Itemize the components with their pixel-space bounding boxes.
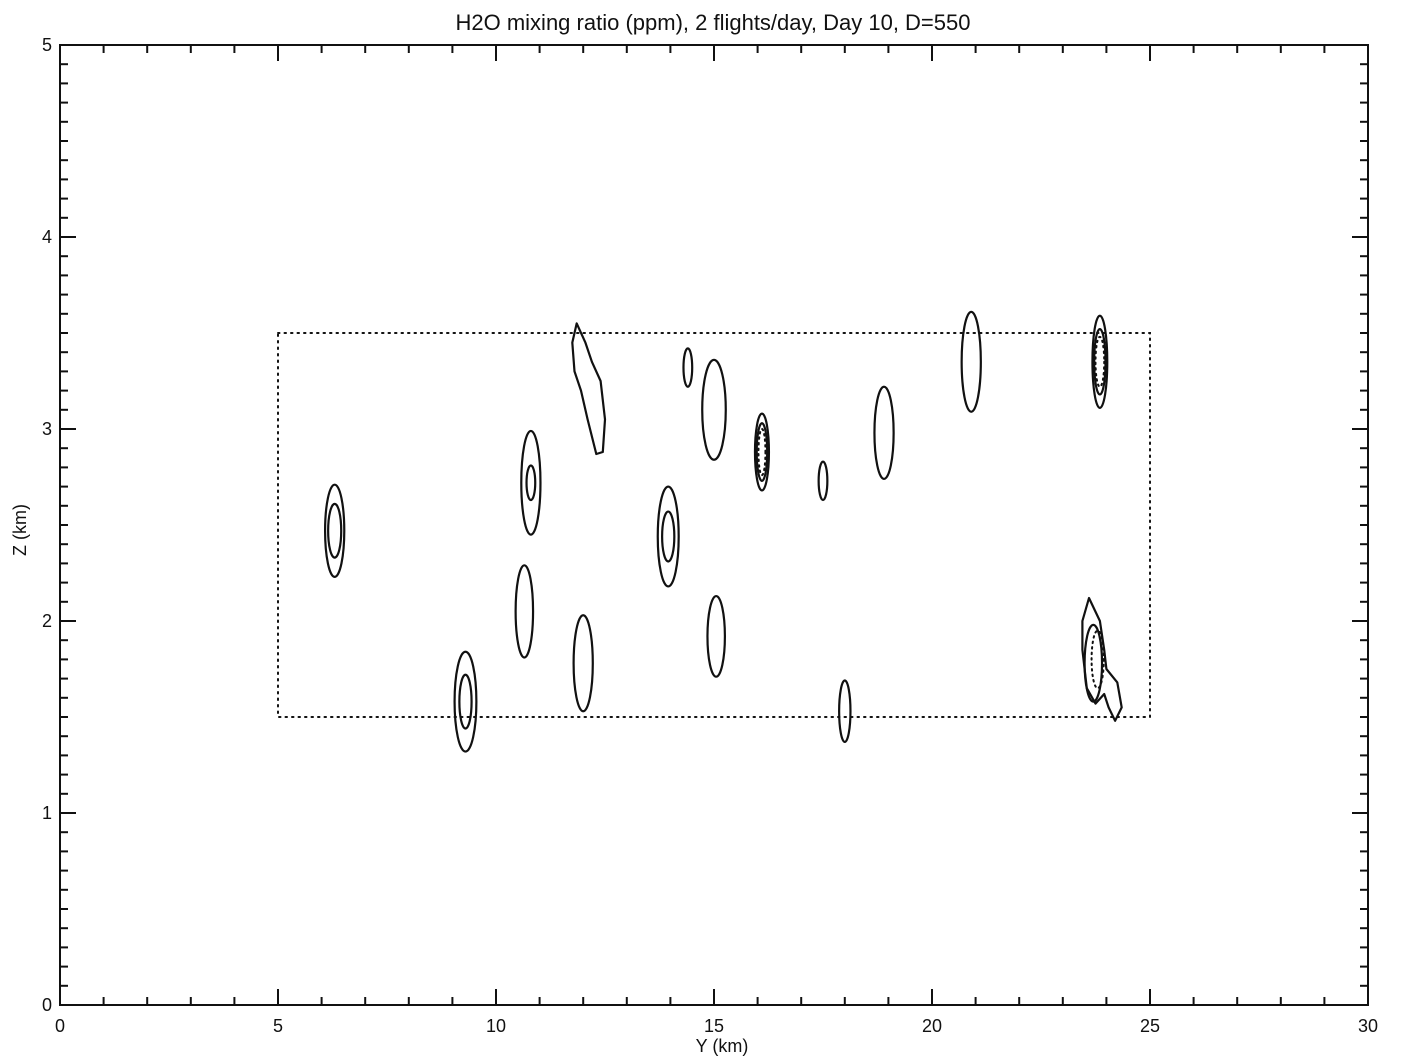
x-axis-label: Y (km) [696,1036,749,1056]
contour-line [571,322,607,456]
y-tick-label: 0 [42,995,52,1015]
contour-dotted-core [1090,629,1105,690]
x-tick-label: 5 [273,1016,283,1036]
contour-line [838,679,852,744]
contour-group [701,358,727,461]
x-tick-label: 25 [1140,1016,1160,1036]
contour-group [1081,596,1123,722]
contour-line [682,347,694,388]
y-tick-label: 3 [42,419,52,439]
contour-lines [323,310,1123,753]
contour-line [706,594,727,678]
y-tick-label: 1 [42,803,52,823]
contour-line [1081,596,1123,722]
contour-line [514,564,535,659]
contour-line [323,483,346,578]
x-tick-label: 30 [1358,1016,1378,1036]
y-tick-label: 5 [42,35,52,55]
contour-group [514,564,535,659]
y-tick-label: 4 [42,227,52,247]
axis-ticks [59,44,1369,1006]
contour-group [838,679,852,744]
chart-title: H2O mixing ratio (ppm), 2 flights/day, D… [456,10,971,35]
contour-group [453,650,478,753]
contour-group [706,594,727,678]
contour-line [960,310,982,413]
x-tick-label: 20 [922,1016,942,1036]
contour-group [873,385,895,481]
x-tick-label: 15 [704,1016,724,1036]
contour-group [817,460,829,502]
contour-line [753,412,771,492]
contour-line [817,460,829,502]
contour-line [755,422,769,482]
contour-group [572,614,594,713]
contour-line [453,650,478,753]
x-tick-label: 0 [55,1016,65,1036]
contour-group [656,485,680,588]
x-tick-label: 10 [486,1016,506,1036]
contour-line [327,502,343,559]
y-tick-label: 2 [42,611,52,631]
contour-line [656,485,680,588]
contour-group [682,347,694,388]
contour-line [1083,623,1104,703]
contour-line [661,510,676,563]
contour-line [572,614,594,713]
contour-line [525,464,537,502]
plot-frame [59,44,1369,1006]
contour-group [571,322,607,456]
contour-line [520,429,542,536]
contour-group [960,310,982,413]
contour-line [1091,314,1109,409]
contour-dotted-core [1094,335,1106,388]
contour-group [323,483,346,578]
contour-group [753,412,771,492]
contour-group [1091,314,1109,409]
contour-line [458,673,473,730]
contour-line [873,385,895,481]
contour-line [1093,328,1107,396]
y-axis-label: Z (km) [10,504,30,556]
dotted-flight-region [277,332,1151,718]
axis-tick-labels: 0 5 10 15 20 25 30 0 1 2 3 4 5 [42,35,1378,1036]
contour-line [701,358,727,461]
contour-group [520,429,542,536]
contour-dotted-core [757,428,767,477]
